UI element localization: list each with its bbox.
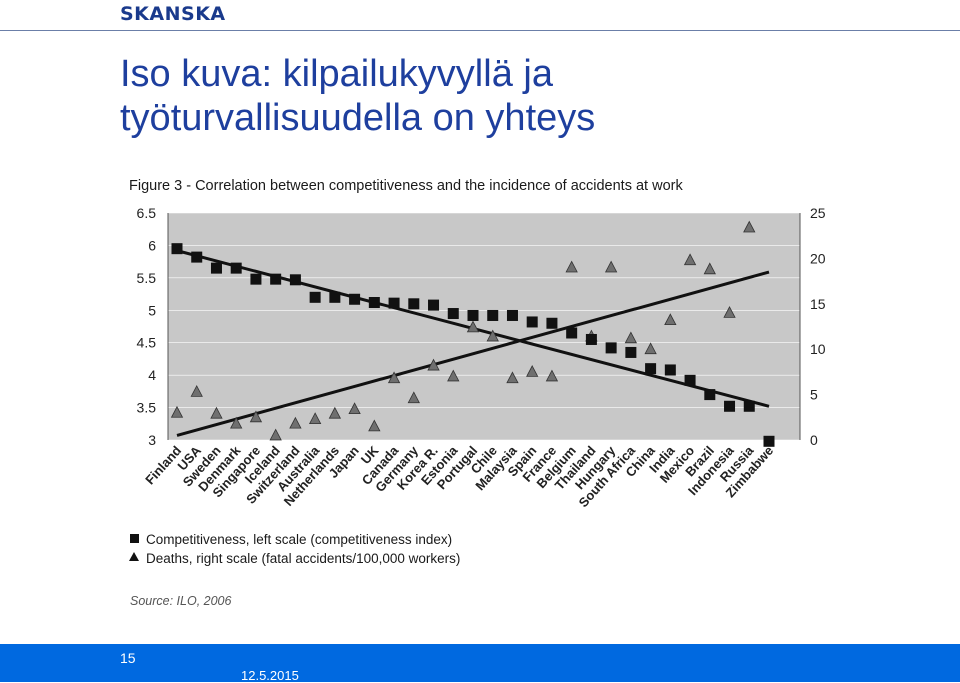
data-points [170, 220, 775, 447]
deaths-point [664, 313, 677, 326]
deaths-point [644, 342, 657, 355]
deaths-point [447, 369, 460, 382]
footer-bar [0, 644, 960, 682]
deaths-point [683, 253, 697, 266]
competitiveness-point [428, 299, 440, 311]
competitiveness-point [230, 262, 242, 274]
right-tick-label: 5 [810, 387, 818, 403]
competitiveness-point [289, 274, 301, 286]
deaths-point [249, 410, 263, 423]
competitiveness-point [743, 400, 755, 412]
competitiveness-point [585, 333, 597, 345]
deaths-point [743, 220, 756, 233]
page-number: 15 [120, 650, 136, 666]
deaths-point [526, 365, 539, 377]
deaths-point [328, 406, 342, 419]
deaths-point [466, 320, 480, 333]
competitiveness-point [645, 363, 657, 375]
competitiveness-point [526, 316, 538, 328]
left-tick-label: 4.5 [137, 335, 157, 351]
deaths-point [703, 262, 716, 275]
legend-deaths: Deaths, right scale (fatal accidents/100… [146, 551, 460, 566]
deaths-point [308, 412, 322, 425]
competitiveness-point [684, 374, 696, 386]
competitiveness-point [408, 298, 420, 310]
competitiveness-point [329, 291, 341, 303]
competitiveness-point [388, 297, 400, 309]
competitiveness-point [447, 308, 459, 320]
competitiveness-point [546, 317, 558, 329]
deaths-point [565, 260, 578, 273]
competitiveness-point [210, 262, 222, 274]
header-divider [0, 30, 960, 31]
deaths-point [723, 306, 736, 318]
competitiveness-point [566, 327, 578, 339]
left-tick-label: 3 [148, 432, 156, 448]
right-tick-label: 15 [810, 296, 826, 312]
deaths-point [624, 331, 638, 344]
deaths-point [190, 385, 203, 397]
competitiveness-point [349, 293, 361, 305]
legend-competitiveness: Competitiveness, left scale (competitive… [146, 532, 452, 547]
legend-square-marker [130, 534, 139, 543]
slide-title-line-2: työturvallisuudella on yhteys [120, 97, 596, 139]
competitiveness-point [724, 400, 736, 412]
legend-triangle-marker [129, 552, 139, 561]
deaths-point [230, 416, 243, 429]
deaths-point [486, 329, 499, 342]
slide-title-line-1: Iso kuva: kilpailukyvyllä ja [120, 53, 553, 95]
competitiveness-point [250, 273, 262, 285]
competitiveness-point [171, 243, 183, 255]
right-tick-label: 25 [810, 205, 826, 221]
deaths-point [506, 371, 519, 384]
competitiveness-point [191, 251, 203, 263]
chart-title: Figure 3 - Correlation between competiti… [129, 178, 683, 194]
deaths-trend-line [176, 270, 770, 437]
chart-source: Source: ILO, 2006 [130, 594, 232, 608]
left-tick-label: 3.5 [137, 400, 157, 416]
correlation-chart: Figure 3 - Correlation between competiti… [129, 178, 826, 608]
deaths-point [545, 369, 559, 382]
deaths-point [604, 260, 618, 273]
right-tick-label: 10 [810, 341, 826, 357]
left-tick-label: 6 [148, 237, 156, 253]
left-tick-label: 6.5 [137, 205, 157, 221]
competitiveness-point [270, 273, 282, 285]
competitiveness-point [763, 435, 775, 447]
left-axis-ticks: 3 3.5 4 4.5 5 5.5 6 6.5 [137, 205, 157, 448]
competitiveness-point [704, 389, 716, 401]
deaths-point [289, 416, 302, 429]
deaths-point [387, 371, 401, 384]
competitiveness-point [487, 309, 499, 321]
country-labels: FinlandUSASwedenDenmarkSingaporeIcelandS… [142, 442, 776, 510]
competitiveness-point [625, 346, 637, 358]
competitiveness-point [309, 291, 321, 303]
left-tick-label: 5.5 [137, 270, 157, 286]
right-tick-label: 0 [810, 432, 818, 448]
deaths-point [210, 406, 223, 419]
plot-area [168, 213, 800, 440]
footer-date: 12.5.2015 [241, 668, 299, 683]
deaths-point [427, 358, 440, 371]
left-tick-label: 4 [148, 367, 156, 383]
deaths-point [170, 405, 184, 418]
competitiveness-point [368, 297, 380, 309]
competitiveness-point [664, 364, 676, 376]
competitiveness-point [506, 309, 518, 321]
deaths-point [269, 428, 282, 441]
left-tick-label: 5 [148, 302, 156, 318]
competitiveness-point [605, 342, 617, 354]
right-tick-label: 20 [810, 250, 826, 266]
right-axis-ticks: 0 5 10 15 20 25 [810, 205, 826, 448]
deaths-point [368, 419, 381, 432]
competitiveness-point [467, 309, 479, 321]
skanska-logo: SKANSKA [120, 3, 226, 25]
deaths-point [348, 402, 361, 415]
slide-title: Iso kuva: kilpailukyvyllä ja työturvalli… [120, 52, 595, 140]
deaths-point [407, 391, 420, 404]
